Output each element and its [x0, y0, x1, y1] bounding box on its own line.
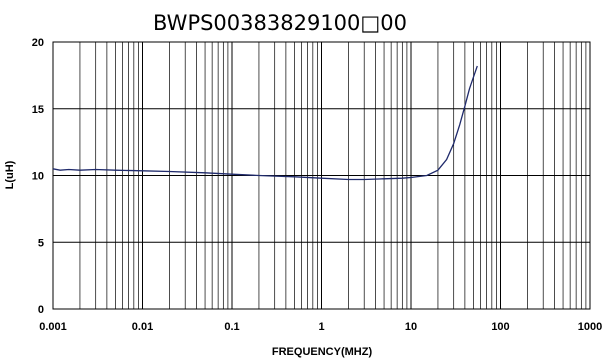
inductance-series-line [52, 65, 478, 181]
x-axis-label: FREQUENCY(MHZ) [272, 346, 373, 358]
x-tick-label: 0.1 [224, 321, 239, 333]
y-tick-label: 5 [38, 237, 44, 249]
x-tick-label: 10 [405, 321, 417, 333]
y-tick-label: 10 [32, 171, 44, 183]
y-tick-label: 0 [38, 304, 44, 316]
y-tick-labels: 0 5 10 15 20 [32, 37, 44, 316]
x-tick-labels: 0.001 0.01 0.1 1 10 100 1000 [39, 321, 602, 333]
plot-frame [52, 41, 591, 310]
y-tick-label: 20 [32, 37, 44, 49]
x-tick-label: 1 [318, 321, 324, 333]
chart-title: BWPS00383829100□00 [153, 11, 407, 35]
x-tick-label: 0.01 [132, 321, 153, 333]
y-tick-label: 15 [32, 104, 44, 116]
x-tick-label: 0.001 [39, 321, 67, 333]
x-tick-label: 1000 [578, 321, 602, 333]
x-tick-label: 100 [491, 321, 509, 333]
y-axis-label: L(uH) [4, 160, 16, 189]
